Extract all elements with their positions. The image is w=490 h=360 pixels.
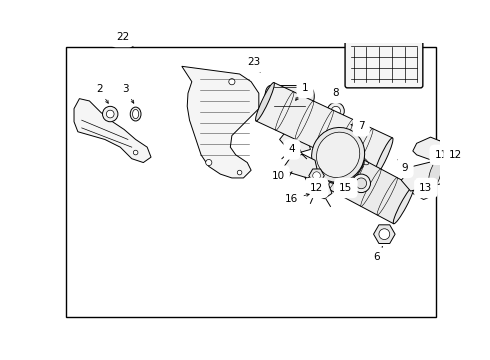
Polygon shape xyxy=(407,176,433,199)
Circle shape xyxy=(356,178,367,189)
Text: 1: 1 xyxy=(302,83,308,93)
Ellipse shape xyxy=(374,138,393,176)
Circle shape xyxy=(133,150,138,155)
Ellipse shape xyxy=(307,88,314,105)
Ellipse shape xyxy=(265,86,276,107)
Ellipse shape xyxy=(318,139,357,183)
Text: 10: 10 xyxy=(271,171,285,181)
Ellipse shape xyxy=(312,143,332,180)
FancyBboxPatch shape xyxy=(345,41,423,88)
Text: 9: 9 xyxy=(402,163,409,173)
Text: 13: 13 xyxy=(419,183,433,193)
Circle shape xyxy=(352,174,370,193)
Text: 11: 11 xyxy=(435,150,448,160)
Ellipse shape xyxy=(130,107,141,121)
Polygon shape xyxy=(284,154,318,178)
Text: 4: 4 xyxy=(289,144,295,154)
Ellipse shape xyxy=(429,160,441,189)
Text: 23: 23 xyxy=(247,58,260,67)
Polygon shape xyxy=(432,140,447,154)
Ellipse shape xyxy=(473,149,486,177)
Circle shape xyxy=(206,159,212,166)
Polygon shape xyxy=(312,143,414,224)
Circle shape xyxy=(379,229,390,239)
Text: 7: 7 xyxy=(358,121,365,131)
Text: 8: 8 xyxy=(333,88,339,98)
Polygon shape xyxy=(267,86,313,106)
Text: 3: 3 xyxy=(122,84,129,94)
Polygon shape xyxy=(256,82,392,176)
Text: 22: 22 xyxy=(116,32,129,42)
Circle shape xyxy=(106,110,114,118)
Polygon shape xyxy=(373,225,395,243)
Polygon shape xyxy=(309,169,324,182)
Text: 12: 12 xyxy=(448,150,462,160)
Text: 2: 2 xyxy=(96,84,103,94)
Text: 12: 12 xyxy=(310,183,323,193)
Text: 6: 6 xyxy=(373,252,380,262)
Circle shape xyxy=(313,172,320,180)
Ellipse shape xyxy=(451,154,464,183)
Circle shape xyxy=(237,170,242,175)
Circle shape xyxy=(331,106,341,116)
Ellipse shape xyxy=(132,109,139,119)
Circle shape xyxy=(327,103,344,120)
Circle shape xyxy=(229,78,235,85)
Polygon shape xyxy=(401,145,490,191)
Ellipse shape xyxy=(312,127,365,182)
Text: 16: 16 xyxy=(285,194,298,204)
Circle shape xyxy=(436,143,443,151)
Polygon shape xyxy=(74,99,151,163)
Polygon shape xyxy=(280,130,311,153)
Text: 15: 15 xyxy=(339,183,352,193)
Ellipse shape xyxy=(393,186,414,224)
Ellipse shape xyxy=(317,132,360,177)
Polygon shape xyxy=(413,137,449,163)
Circle shape xyxy=(488,145,490,154)
Ellipse shape xyxy=(318,133,365,184)
Circle shape xyxy=(102,106,118,122)
Circle shape xyxy=(484,141,490,158)
Polygon shape xyxy=(182,66,259,178)
Ellipse shape xyxy=(256,82,274,121)
Polygon shape xyxy=(307,180,332,199)
